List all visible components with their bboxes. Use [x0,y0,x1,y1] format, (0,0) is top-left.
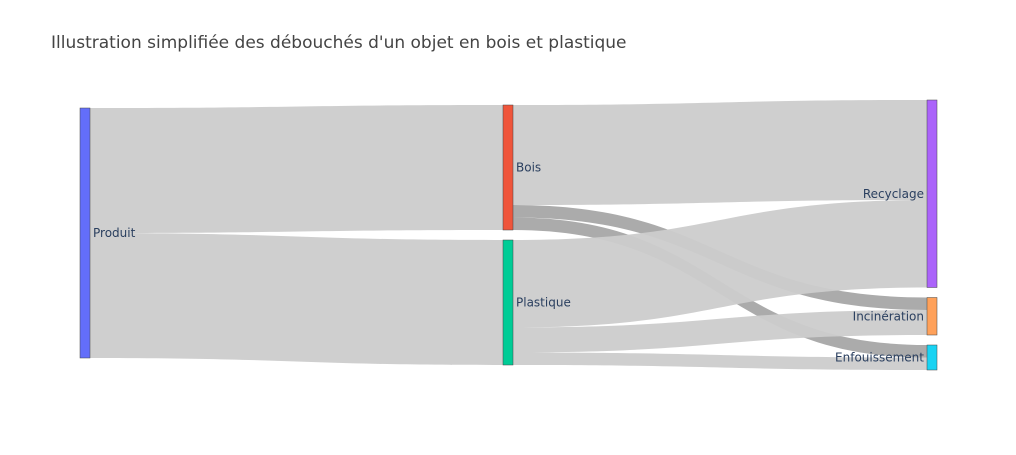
node-label-plastique: Plastique [516,296,571,310]
link-bois-recyclage[interactable] [513,100,927,205]
links-layer [90,100,927,370]
link-produit-plastique[interactable] [90,233,503,365]
nodes-layer [79,99,938,371]
node-label-recyclage: Recyclage [863,187,924,201]
node-label-incineration: Incinération [853,309,924,323]
node-plastique[interactable] [502,239,514,366]
node-label-produit: Produit [93,226,136,240]
node-enfouissement[interactable] [926,344,938,371]
node-incineration[interactable] [926,297,938,336]
chart-title: Illustration simplifiée des débouchés d'… [51,33,627,53]
node-recyclage[interactable] [926,99,938,288]
labels-layer: Produit Bois Plastique Recyclage Incinératio… [93,161,924,365]
node-produit[interactable] [79,107,91,359]
link-plastique-incineration[interactable] [513,310,927,353]
node-label-bois: Bois [516,161,541,175]
link-plastique-recyclage[interactable] [513,200,927,328]
link-produit-bois[interactable] [90,105,503,233]
node-bois[interactable] [502,104,514,231]
link-plastique-enfouissement[interactable] [513,352,927,371]
node-label-enfouissement: Enfouissement [835,351,924,365]
